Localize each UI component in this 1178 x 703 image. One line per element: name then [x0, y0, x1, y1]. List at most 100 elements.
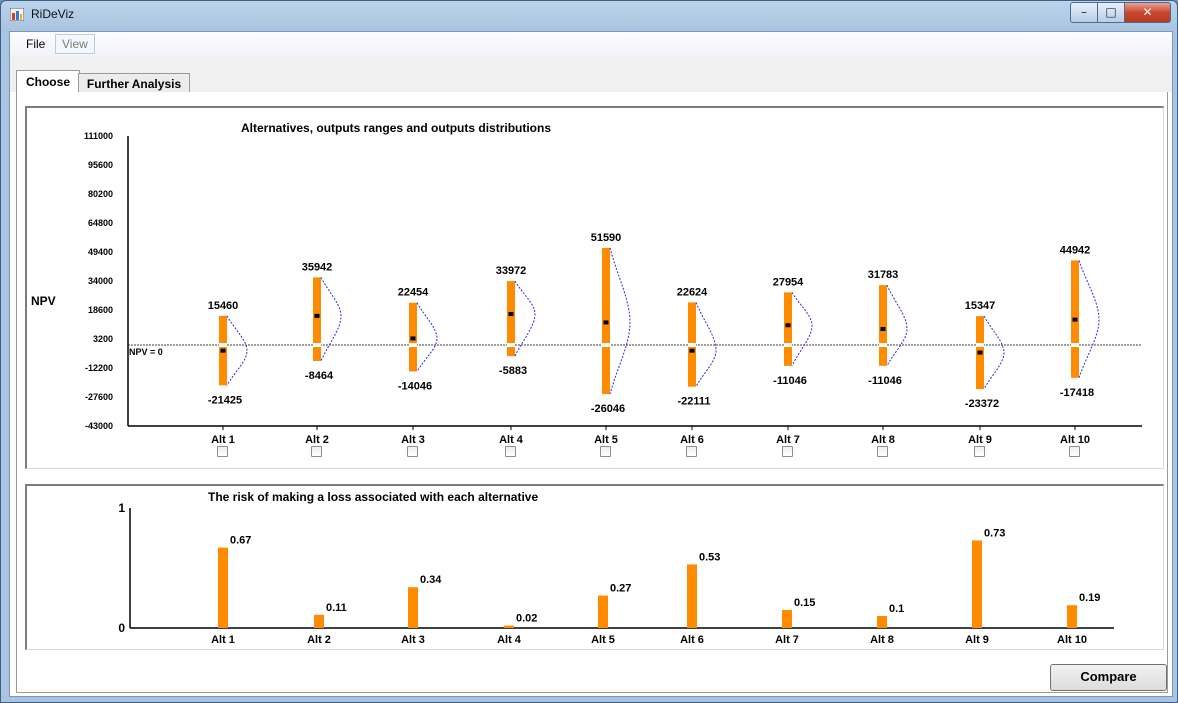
compare-button[interactable]: Compare [1050, 664, 1167, 691]
risk-y-tick-label: 0 [118, 621, 125, 635]
risk-chart-title: The risk of making a loss associated wit… [208, 490, 538, 504]
risk-bar [598, 595, 608, 628]
distribution-curve [695, 302, 717, 387]
risk-bar [218, 547, 228, 628]
range-y-tick-label: -43000 [85, 421, 113, 431]
range-mean-marker [220, 348, 226, 353]
risk-bar [314, 614, 324, 628]
range-max-label: 22624 [677, 286, 708, 298]
range-y-tick-label: 34000 [88, 276, 113, 286]
alternative-checkbox[interactable] [877, 446, 888, 457]
npv-zero-label: NPV = 0 [129, 347, 163, 357]
alternative-checkbox[interactable] [407, 446, 418, 457]
title-bar[interactable]: RiDeViz – □ ✕ [1, 1, 1177, 29]
range-x-tick-label: Alt 4 [499, 434, 524, 446]
risk-bar [687, 564, 697, 628]
maximize-button[interactable]: □ [1097, 2, 1125, 23]
risk-x-tick-label: Alt 10 [1057, 634, 1087, 646]
risk-value-label: 0.73 [984, 527, 1005, 539]
app-icon [10, 8, 24, 21]
distribution-curve [514, 280, 536, 357]
minimize-button[interactable]: – [1070, 2, 1098, 23]
range-x-tick-label: Alt 2 [305, 434, 329, 446]
risk-x-tick-label: Alt 8 [870, 634, 894, 646]
risk-x-tick-label: Alt 4 [497, 634, 522, 646]
range-y-tick-label: -12200 [85, 363, 113, 373]
menu-view[interactable]: View [55, 34, 95, 54]
range-y-tick-label: 111000 [84, 131, 113, 141]
risk-value-label: 0.1 [889, 603, 904, 615]
range-mean-marker [689, 348, 695, 353]
range-mean-marker [603, 320, 609, 325]
distribution-curve [983, 315, 1005, 390]
choose-tab-page: Alternatives, outputs ranges and outputs… [16, 92, 1168, 693]
risk-x-tick-label: Alt 7 [775, 634, 799, 646]
range-min-label: -22111 [677, 396, 710, 408]
risk-bar [877, 616, 887, 628]
tab-strip: Choose Further Analysis [10, 56, 1172, 93]
alternative-checkbox[interactable] [217, 446, 228, 457]
range-mean-marker [880, 327, 886, 332]
alternative-checkbox[interactable] [974, 446, 985, 457]
distribution-curve [416, 302, 438, 372]
range-x-tick-label: Alt 1 [211, 434, 235, 446]
alternative-checkbox[interactable] [686, 446, 697, 457]
tab-further-analysis[interactable]: Further Analysis [78, 73, 190, 93]
distribution-curve [609, 247, 631, 395]
tab-choose[interactable]: Choose [16, 70, 80, 93]
range-bar-gap [602, 343, 610, 348]
range-bar-gap [409, 343, 417, 348]
risk-value-label: 0.11 [326, 602, 347, 614]
range-y-tick-label: 95600 [88, 160, 113, 170]
range-chart-title: Alternatives, outputs ranges and outputs… [241, 121, 551, 135]
range-bar [507, 281, 515, 357]
risk-value-label: 0.19 [1079, 592, 1100, 604]
range-bar-gap [313, 343, 321, 348]
alternative-checkbox[interactable] [782, 446, 793, 457]
risk-value-label: 0.34 [420, 574, 442, 586]
range-bar-gap [219, 343, 227, 348]
risk-value-label: 0.27 [610, 583, 631, 595]
risk-x-tick-label: Alt 9 [965, 634, 989, 646]
risk-bar [782, 610, 792, 628]
distribution-curve [791, 292, 813, 367]
alternative-checkbox[interactable] [311, 446, 322, 457]
menu-bar: File View [10, 32, 1172, 56]
range-max-label: 22454 [398, 287, 429, 299]
range-y-tick-label: 3200 [93, 334, 113, 344]
window-title: RiDeViz [31, 7, 75, 21]
close-button[interactable]: ✕ [1124, 2, 1171, 23]
risk-chart: The risk of making a loss associated wit… [118, 490, 1114, 646]
distribution-curve [1078, 260, 1100, 378]
range-bar [784, 292, 792, 366]
range-chart-ylabel: NPV [31, 294, 56, 308]
risk-x-tick-label: Alt 2 [307, 634, 331, 646]
risk-bar [408, 587, 418, 628]
client-area: File View Choose Further Analysis Altern… [9, 31, 1173, 697]
range-y-tick-label: 80200 [88, 189, 113, 199]
risk-value-label: 0.67 [230, 535, 251, 547]
range-bar-gap [507, 343, 515, 348]
range-y-tick-label: 18600 [88, 305, 113, 315]
alternative-checkbox[interactable] [600, 446, 611, 457]
range-bar [879, 285, 887, 366]
alternative-checkbox[interactable] [505, 446, 516, 457]
range-max-label: 51590 [591, 232, 622, 244]
menu-file[interactable]: File [26, 37, 46, 51]
range-x-tick-label: Alt 6 [680, 434, 704, 446]
range-max-label: 27954 [773, 276, 804, 288]
range-min-label: -23372 [965, 398, 999, 410]
alternative-checkbox[interactable] [1069, 446, 1080, 457]
range-x-tick-label: Alt 3 [401, 434, 425, 446]
range-y-tick-label: 49400 [88, 247, 113, 257]
range-min-label: -8464 [305, 370, 334, 382]
range-bar-gap [688, 343, 696, 348]
risk-x-tick-label: Alt 6 [680, 634, 704, 646]
range-max-label: 15347 [965, 300, 996, 312]
range-mean-marker [410, 336, 416, 341]
range-bar-gap [879, 343, 887, 348]
risk-value-label: 0.53 [699, 551, 720, 563]
range-y-tick-label: 64800 [88, 218, 113, 228]
risk-x-tick-label: Alt 3 [401, 634, 425, 646]
